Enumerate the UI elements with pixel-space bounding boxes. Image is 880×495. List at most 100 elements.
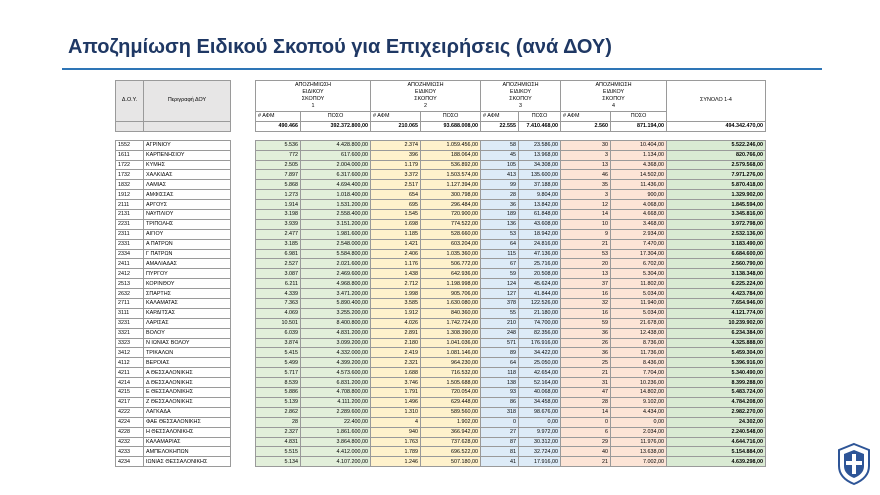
cell: 53 [560, 248, 611, 260]
cell: 4.368,00 [610, 159, 667, 171]
cell: 1.185 [370, 228, 421, 240]
total-cell: 22.555 [480, 120, 519, 132]
spacer [231, 150, 256, 160]
cell: 296.484,00 [420, 199, 481, 211]
row-total: 5.340.490,00 [666, 367, 766, 379]
cell: 2.021.600,00 [300, 258, 371, 270]
cell: 27 [480, 426, 519, 438]
cell: 4211 [115, 367, 144, 379]
cell: 3.746 [370, 377, 421, 389]
cell: 1.176 [370, 258, 421, 270]
cell: Ζ ΘΕΣΣΑΛΟΝΙΚΗΣ [143, 396, 231, 408]
cell: 2.469.600,00 [300, 268, 371, 280]
cell: 1.912 [370, 307, 421, 319]
cell: 3.939 [255, 218, 301, 230]
cell: 8.436,00 [610, 357, 667, 369]
row-total: 2.982.270,00 [666, 406, 766, 418]
cell: 0 [560, 416, 611, 428]
data-row: 1611 ΚΑΡΠΕΝΗΣΙΟΥ 772 617.600,00 396 188.064,0… [115, 149, 766, 161]
cell: 4.332.000,00 [300, 347, 371, 359]
cell: 3.372 [370, 169, 421, 181]
cell: 176.916,00 [518, 337, 561, 349]
cell: 1.308.390,00 [420, 327, 481, 339]
group-name: ΑΠΟΖΗΜΙΩΣΗ ΕΙΔΙΚΟΥ ΣΚΟΠΟΥ [595, 82, 632, 102]
cell: 124 [480, 278, 519, 290]
cell: 1.310 [370, 406, 421, 418]
cell: 940 [370, 426, 421, 438]
cell: 4.434,00 [610, 406, 667, 418]
cell: ΚΑΛΑΜΑΤΑΣ [143, 298, 231, 309]
data-row: 3321 ΒΟΛΟΥ 6.039 4.831.200,00 2.891 1.308.390… [115, 327, 766, 339]
total-cell: 210.065 [370, 120, 421, 132]
cell: 9.102,00 [610, 396, 667, 408]
data-row: 2331 Α ΠΑΤΡΩΝ 3.185 2.548.000,00 1.421 603.20… [115, 238, 766, 250]
subheader-cell: # ΑΦΜ [560, 111, 611, 122]
cell: 36 [560, 327, 611, 339]
cell: 25 [560, 357, 611, 369]
cell: 10.501 [255, 317, 301, 329]
cell: 2.558.400,00 [300, 209, 371, 220]
data-row: 4228 Η ΘΕΣΣΑΛΟΝΙΚΗΣ 2.327 1.861.600,00 940 36… [115, 426, 766, 438]
cell: 1.059.456,00 [420, 139, 481, 151]
cell: 654 [370, 189, 421, 201]
cell: 2.374 [370, 139, 421, 151]
cell: 115 [480, 248, 519, 260]
cell: 10.236,00 [610, 377, 667, 389]
cell: 21 [560, 367, 611, 379]
cell: 6 [560, 426, 611, 438]
blank-cell [301, 131, 371, 140]
cell: ΑΜΑΛΙΑΔΑΣ [143, 258, 231, 270]
blank-cell [231, 131, 256, 140]
cell: 4.107.200,00 [300, 456, 371, 468]
cell: 1.630.080,00 [420, 298, 481, 309]
data-row: 4217 Ζ ΘΕΣΣΑΛΟΝΙΚΗΣ 5.139 4.111.200,00 1.496… [115, 396, 766, 408]
cell: 21.180,00 [518, 307, 561, 319]
group-header: ΑΠΟΖΗΜΙΩΣΗ ΕΙΔΙΚΟΥ ΣΚΟΠΟΥ 1 [255, 80, 371, 112]
data-row: 2632 ΣΠΑΡΤΗΣ 4.339 3.471.200,00 1.998 905.706… [115, 288, 766, 300]
cell: 5.584.800,00 [300, 248, 371, 260]
cell: 34.308,00 [518, 159, 561, 171]
row-total: 5.522.246,00 [666, 139, 766, 151]
row-total: 2.579.568,00 [666, 159, 766, 171]
cell: 1.688 [370, 367, 421, 379]
spacer [231, 160, 256, 170]
emblem [838, 442, 870, 486]
header-cell: Περιγραφή ΔΟΥ [143, 80, 231, 122]
row-total: 6.225.224,00 [666, 278, 766, 290]
cell: 46 [560, 169, 611, 181]
cell: 8.539 [255, 377, 301, 389]
spacer [231, 308, 256, 318]
cell: 5.868 [255, 179, 301, 191]
cell: ΚΑΛΑΜΑΡΙΑΣ [143, 436, 231, 448]
cell: 589.560,00 [420, 406, 481, 418]
spacer [231, 417, 256, 427]
cell: ΙΩΝΙΑΣ ΘΕΣΣΑΛΟΝΙΚΗΣ [143, 456, 231, 468]
cell: 5.304,00 [610, 268, 667, 280]
data-row: 3323 Ν ΙΩΝΙΑΣ ΒΟΛΟΥ 3.874 3.099.200,00 2.180… [115, 337, 766, 349]
cell: 6.211 [255, 278, 301, 290]
cell: ΧΑΛΚΙΔΑΣ [143, 169, 231, 181]
cell: 2.548.000,00 [300, 238, 371, 250]
cell: 52.164,00 [518, 377, 561, 389]
cell: 28 [480, 189, 519, 201]
cell [115, 120, 144, 132]
subheader-cell: ΠΟΣΟ [420, 111, 481, 122]
row-total: 4.644.716,00 [666, 436, 766, 448]
cell: 1.789 [370, 446, 421, 458]
cell: 16 [560, 307, 611, 319]
cell: 2411 [115, 258, 144, 270]
cell: 9.972,00 [518, 426, 561, 438]
cell: 964.230,00 [420, 357, 481, 369]
cell: 18.942,00 [518, 228, 561, 240]
cell: 3.468,00 [610, 218, 667, 230]
cell: 31 [560, 377, 611, 389]
cell: 37.188,00 [518, 179, 561, 191]
spacer [231, 200, 256, 210]
cell: 4.668,00 [610, 209, 667, 220]
cell: ΚΟΡΙΝΘΟΥ [143, 278, 231, 290]
cell: 25.050,00 [518, 357, 561, 369]
cell: 2.321 [370, 357, 421, 369]
spacer [231, 190, 256, 200]
cell: 7.470,00 [610, 238, 667, 250]
cell: 105 [480, 159, 519, 171]
